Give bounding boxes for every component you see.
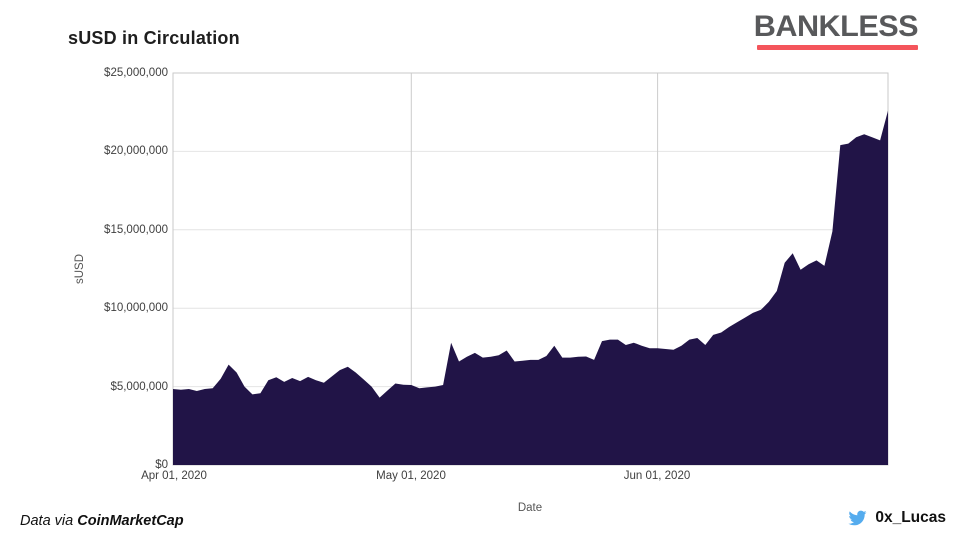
data-source-credit: Data via CoinMarketCap bbox=[20, 513, 184, 529]
x-tick-label: May 01, 2020 bbox=[376, 470, 446, 482]
bankless-logo-text: BANKLESS bbox=[753, 10, 919, 43]
bankless-logo: BANKLESS bbox=[753, 10, 919, 50]
page-title: sUSD in Circulation bbox=[68, 28, 240, 48]
x-tick-label: Jun 01, 2020 bbox=[623, 470, 691, 482]
twitter-handle: 0x_Lucas bbox=[875, 509, 946, 526]
y-tick-label: $15,000,000 bbox=[104, 224, 168, 236]
y-axis-title: sUSD bbox=[74, 253, 86, 285]
area-series bbox=[173, 110, 888, 465]
bankless-logo-underline bbox=[756, 45, 918, 50]
author-credit: 0x_Lucas bbox=[847, 509, 946, 527]
y-tick-label: $5,000,000 bbox=[110, 381, 168, 393]
data-source-prefix: Data via bbox=[20, 513, 78, 529]
y-tick-label: $25,000,000 bbox=[104, 67, 168, 79]
x-tick-label: Apr 01, 2020 bbox=[141, 470, 207, 482]
y-tick-label: $10,000,000 bbox=[104, 302, 168, 314]
y-tick-label: $20,000,000 bbox=[104, 145, 168, 157]
y-tick-label: $0 bbox=[155, 459, 168, 471]
twitter-icon bbox=[848, 510, 867, 526]
x-axis-title: Date bbox=[517, 502, 543, 514]
data-source-name: CoinMarketCap bbox=[77, 513, 184, 529]
